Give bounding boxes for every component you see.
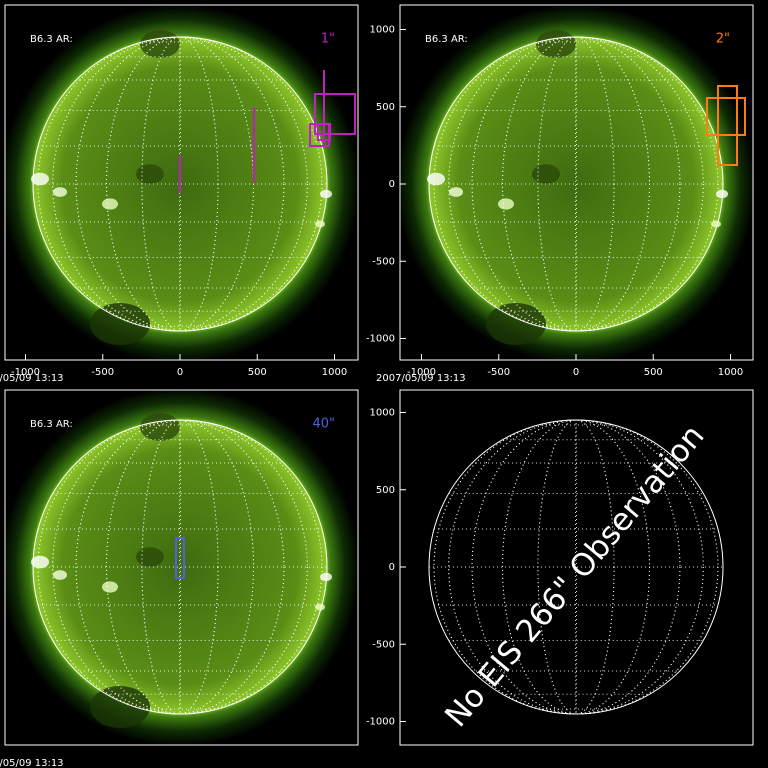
- grid-line: [179, 419, 181, 715]
- y-tick-label: -500: [372, 639, 395, 650]
- grid-line: [52, 36, 308, 332]
- y-tick-label: 0: [389, 562, 395, 573]
- panel-label: B6.3 AR:: [30, 34, 73, 45]
- limb: [32, 419, 328, 715]
- feature: [140, 30, 180, 58]
- grid-line: [448, 36, 704, 332]
- panel-label: B6.3 AR:: [30, 419, 73, 430]
- raster-box: [175, 537, 185, 579]
- feature: [486, 303, 546, 345]
- grid-line: [52, 419, 308, 715]
- grid-line: [448, 419, 704, 715]
- grid-line: [471, 36, 681, 332]
- x-tick-label: 0: [573, 367, 579, 378]
- timestamp: 7/05/09 13:13: [0, 758, 64, 768]
- feature: [31, 555, 49, 569]
- panels: B6.3 AR: 1"7/05/09 13:13-1000 -500 0 500 1000…: [0, 4, 754, 768]
- x-tick-label: 1000: [718, 367, 743, 378]
- grid-line: [575, 419, 577, 715]
- feature: [136, 164, 164, 184]
- x-tick-label: -500: [487, 367, 510, 378]
- x-tick-label: 1000: [322, 367, 347, 378]
- feature: [320, 572, 332, 582]
- x-tick-label: -1000: [407, 367, 436, 378]
- feature: [140, 413, 180, 441]
- feature: [102, 581, 118, 593]
- timestamp: 2007/05/09 13:13: [376, 373, 466, 384]
- panel: [5, 390, 358, 745]
- wavelength-label: 1": [321, 32, 335, 47]
- raster-box: [706, 97, 746, 136]
- y-tick-label: 0: [389, 179, 395, 190]
- raster-box: [717, 85, 738, 166]
- feature: [711, 220, 721, 228]
- x-tick-label: 0: [177, 367, 183, 378]
- feature: [532, 164, 560, 184]
- x-tick-label: -500: [91, 367, 114, 378]
- feature: [31, 172, 49, 186]
- feature: [449, 187, 463, 197]
- x-tick-label: -1000: [11, 367, 40, 378]
- feature: [315, 220, 325, 228]
- feature: [136, 547, 164, 567]
- feature: [102, 198, 118, 210]
- wavelength-label: 40": [312, 417, 335, 432]
- y-tick-label: -1000: [366, 334, 395, 345]
- feature: [427, 172, 445, 186]
- frame: [4, 389, 359, 746]
- x-tick-label: 500: [248, 367, 267, 378]
- limb: [32, 36, 328, 332]
- feature: [90, 303, 150, 345]
- y-tick-label: 1000: [370, 25, 395, 36]
- feature: [90, 686, 150, 728]
- overlays: [175, 70, 746, 579]
- grid-line: [75, 36, 285, 332]
- feature: [716, 189, 728, 199]
- grid-line: [75, 419, 285, 715]
- raster-box: [314, 93, 356, 135]
- grid-line: [575, 36, 577, 332]
- y-tick-label: 500: [376, 485, 395, 496]
- limb: [428, 36, 724, 332]
- no-observation-text: No EIS 266" Observation: [438, 418, 711, 734]
- panel: [428, 419, 724, 715]
- y-tick-label: -500: [372, 256, 395, 267]
- x-tick-label: 500: [644, 367, 663, 378]
- feature: [315, 603, 325, 611]
- wavelength-label: 2": [716, 32, 730, 47]
- grid-line: [471, 419, 681, 715]
- limb: [428, 419, 724, 715]
- feature: [498, 198, 514, 210]
- timestamp: 7/05/09 13:13: [0, 373, 64, 384]
- y-tick-label: 1000: [370, 408, 395, 419]
- feature: [53, 570, 67, 580]
- feature: [53, 187, 67, 197]
- y-tick-label: 500: [376, 102, 395, 113]
- feature: [536, 30, 576, 58]
- y-tick-label: -1000: [366, 717, 395, 728]
- panel: [400, 5, 753, 360]
- panel-label: B6.3 AR:: [425, 34, 468, 45]
- frame: [4, 4, 359, 361]
- feature: [320, 189, 332, 199]
